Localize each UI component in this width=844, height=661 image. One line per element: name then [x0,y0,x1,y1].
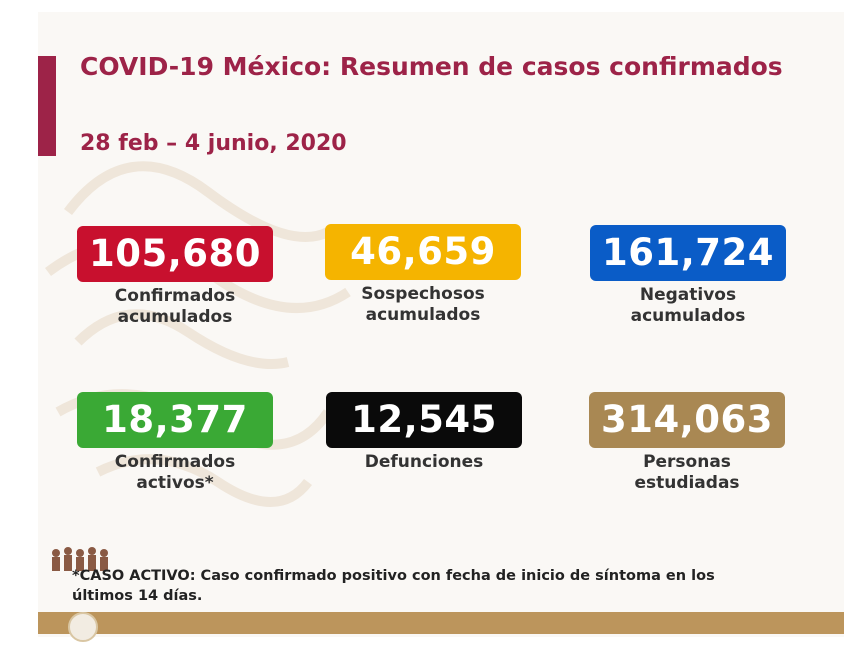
stat-confirmados-activos: 18,377 Confirmados activos* [77,392,273,494]
page-title: COVID-19 México: Resumen de casos confir… [80,52,783,81]
crowd-illustration-icon [52,547,108,571]
footnote-line1: *CASO ACTIVO: Caso confirmado positivo c… [72,568,715,584]
slide-background [38,12,844,637]
value-box: 161,724 [590,225,786,281]
stat-label: Defunciones [364,452,484,472]
value-box: 12,545 [326,392,522,448]
footnote: *CASO ACTIVO: Caso confirmado positivo c… [72,566,762,606]
stat-label: Confirmados activos* [114,452,236,493]
stat-personas-estudiadas: 314,063 Personas estudiadas [589,392,785,494]
stat-label: Confirmados acumulados [114,286,236,327]
date-range: 28 feb – 4 junio, 2020 [80,131,347,156]
stat-negativos-acumulados: 161,724 Negativos acumulados [590,225,786,327]
seal-icon [68,612,98,642]
footnote-line2: últimos 14 días. [72,588,203,604]
stat-label: Negativos acumulados [630,285,746,326]
value-box: 105,680 [77,226,273,282]
value-box: 46,659 [325,224,521,280]
stat-defunciones: 12,545 Defunciones [326,392,522,473]
title-accent-bar [38,56,56,156]
stat-label: Sospechosos acumulados [361,284,485,325]
stat-sospechosos-acumulados: 46,659 Sospechosos acumulados [325,224,521,326]
stat-label: Personas estudiadas [634,452,740,493]
value-box: 314,063 [589,392,785,448]
value-box: 18,377 [77,392,273,448]
bottom-band [38,612,844,634]
stat-confirmados-acumulados: 105,680 Confirmados acumulados [77,226,273,328]
